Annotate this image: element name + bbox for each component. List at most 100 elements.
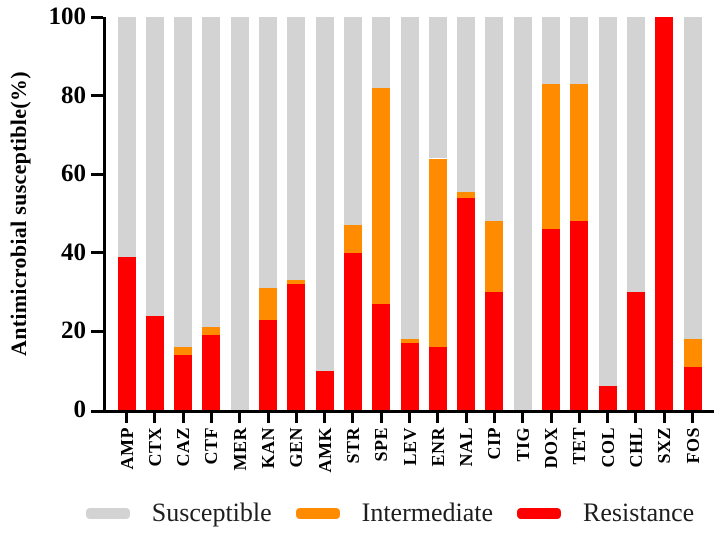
legend-item-resistance: Resistance: [517, 498, 694, 528]
x-axis-tick: [209, 413, 213, 423]
y-tick-label: 20: [61, 317, 86, 345]
x-axis-tick: [691, 413, 694, 423]
x-axis-tick: [323, 413, 327, 423]
x-tick-label-str: STR: [342, 427, 363, 464]
x-axis-tick: [436, 413, 440, 423]
bar-segment-resistance-str: [343, 252, 362, 410]
x-tick-label-tig: TIG: [512, 427, 533, 462]
x-axis-tick: [464, 413, 468, 423]
x-axis-tick: [549, 413, 553, 423]
bar-segment-resistance-enr: [428, 347, 447, 410]
bar-segment-resistance-chl: [626, 292, 645, 410]
x-tick-label-ctf: CTF: [201, 427, 222, 465]
x-axis-tick: [634, 413, 638, 423]
bar-segment-susceptible-kan: [259, 17, 277, 289]
x-tick-label-lev: LEV: [399, 427, 420, 466]
x-tick-label-spe: SPE: [371, 427, 392, 462]
x-tick-label-amk: AMK: [314, 427, 335, 473]
legend-label: Resistance: [583, 498, 695, 527]
bar-segment-susceptible-str: [343, 17, 362, 226]
bar-segment-resistance-cip: [485, 292, 504, 410]
bar-segment-susceptible-tig: [513, 17, 532, 410]
bar-segment-susceptible-chl: [626, 17, 645, 293]
x-tick-label-ctx: CTX: [144, 427, 165, 467]
bar-segment-susceptible-nal: [457, 17, 476, 192]
y-axis-tick: [91, 410, 103, 413]
bar-segment-resistance-fos: [683, 366, 702, 410]
x-tick-label-chl: CHL: [625, 427, 646, 468]
x-tick-label-dox: DOX: [541, 427, 561, 469]
x-tick-label-kan: KAN: [258, 427, 278, 469]
bar-segment-resistance-col: [598, 386, 617, 410]
y-axis-line: [103, 17, 106, 413]
y-axis-tick: [91, 172, 103, 176]
bar-segment-intermediate-dox: [542, 83, 560, 230]
x-tick-label-amp: AMP: [116, 427, 137, 470]
bar-segment-susceptible-cip: [485, 17, 504, 222]
bar-segment-intermediate-fos: [683, 339, 702, 367]
y-axis-tick: [91, 15, 103, 19]
x-tick-label-mer: MER: [229, 427, 250, 471]
legend: Susceptible Intermediate Resistance: [33, 498, 714, 528]
bar-segment-intermediate-spe: [372, 87, 391, 304]
bar-segment-resistance-lev: [400, 343, 419, 410]
bar-segment-intermediate-str: [343, 225, 362, 253]
y-tick-label: 0: [73, 396, 87, 423]
x-axis-tick: [238, 413, 242, 423]
x-axis-tick: [294, 413, 298, 423]
bar-segment-resistance-amp: [117, 256, 136, 410]
y-axis-title: Antimicrobial susceptible(%): [6, 71, 31, 356]
bar-segment-resistance-sxz: [655, 17, 674, 410]
x-axis-tick: [351, 413, 355, 423]
bar-segment-susceptible-gen: [287, 17, 306, 281]
bar-segment-susceptible-caz: [174, 17, 193, 348]
x-axis-tick: [153, 413, 157, 423]
bar-segment-intermediate-enr: [428, 158, 447, 348]
x-axis-line: [103, 410, 714, 413]
y-axis-tick: [91, 329, 103, 333]
bar-segment-resistance-ctx: [145, 315, 164, 410]
bar-segment-resistance-tet: [570, 221, 589, 410]
x-tick-label-nal: NAL: [456, 427, 477, 467]
x-axis-tick: [492, 413, 496, 423]
x-axis-tick: [606, 413, 610, 423]
legend-label: Intermediate: [361, 498, 494, 527]
x-axis-tick: [125, 413, 128, 423]
x-tick-label-sxz: SXZ: [654, 427, 675, 464]
bar-segment-intermediate-kan: [259, 288, 277, 320]
bar-segment-resistance-amk: [315, 370, 334, 410]
bar-segment-susceptible-fos: [683, 17, 702, 340]
legend-item-susceptible: Susceptible: [85, 498, 272, 528]
y-axis-tick: [91, 94, 103, 98]
bar-segment-resistance-kan: [259, 319, 277, 410]
bar-segment-intermediate-gen: [287, 280, 306, 285]
bar-segment-resistance-nal: [457, 197, 476, 410]
bar-segment-susceptible-ctf: [202, 17, 221, 328]
x-axis-tick: [577, 413, 581, 423]
bar-segment-intermediate-lev: [400, 339, 419, 344]
x-tick-label-tet: TET: [569, 427, 590, 465]
bar-segment-intermediate-caz: [174, 347, 193, 355]
y-axis-tick: [91, 251, 103, 255]
x-axis-tick: [379, 413, 383, 423]
bar-segment-resistance-ctf: [202, 335, 221, 410]
y-tick-label: 60: [61, 160, 86, 188]
bar-segment-resistance-caz: [174, 354, 193, 410]
bar-segment-resistance-spe: [372, 303, 391, 410]
legend-label: Susceptible: [151, 498, 272, 527]
bar-segment-susceptible-enr: [428, 17, 447, 159]
x-axis-tick: [181, 413, 185, 423]
bar-segment-susceptible-col: [598, 17, 617, 387]
bar-segment-susceptible-amp: [117, 17, 136, 257]
x-axis-tick: [662, 413, 666, 423]
legend-swatch-resistance: [517, 507, 562, 519]
legend-item-intermediate: Intermediate: [295, 498, 494, 528]
legend-swatch-susceptible: [85, 507, 130, 519]
x-tick-label-enr: ENR: [427, 427, 448, 467]
plot-area: 0 20 40 60 80 100 AMP CTX CAZ CTF MER KAN GEN AMK STR S…: [49, 4, 714, 473]
bar-segment-susceptible-ctx: [145, 17, 164, 316]
bar-segment-susceptible-dox: [542, 17, 560, 84]
bar-segment-intermediate-tet: [570, 83, 589, 222]
y-tick-label: 100: [48, 3, 87, 30]
